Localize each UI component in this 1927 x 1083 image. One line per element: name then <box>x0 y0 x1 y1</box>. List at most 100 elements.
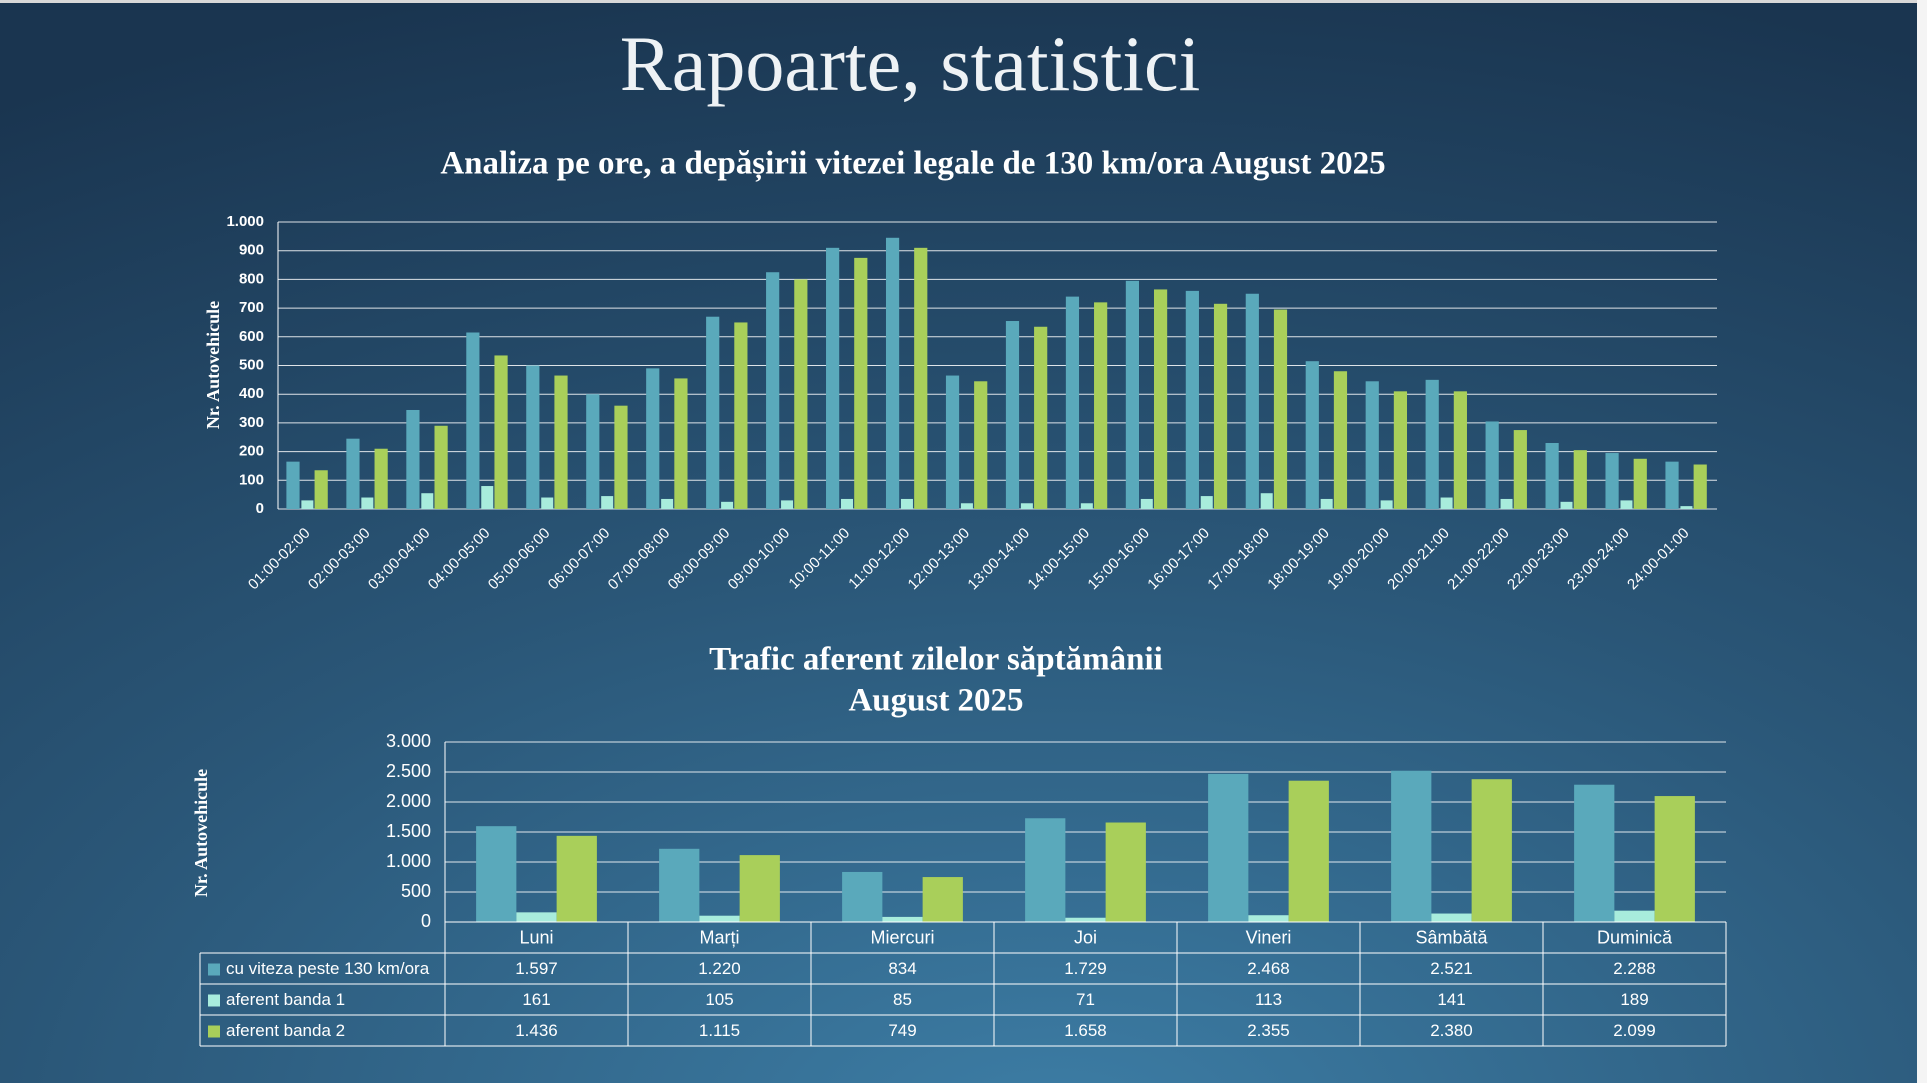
y-axis-label: Nr. Autovehicule <box>191 769 211 897</box>
bar <box>1305 361 1319 509</box>
bar <box>1654 796 1695 922</box>
y-tick-label: 100 <box>239 471 264 488</box>
bar <box>1500 498 1513 509</box>
data-label: 1.220 <box>698 959 741 978</box>
data-label: 2.521 <box>1430 959 1473 978</box>
bar <box>516 912 557 922</box>
bar <box>699 915 740 922</box>
data-label: 1.436 <box>515 1021 558 1040</box>
x-tick-label: Luni <box>519 927 553 947</box>
y-tick-label: 1.500 <box>386 821 431 841</box>
bar <box>885 237 900 509</box>
y-tick-label: 400 <box>239 385 264 402</box>
bar <box>1213 303 1228 509</box>
legend-swatch <box>208 1025 220 1038</box>
data-label: 749 <box>888 1021 916 1040</box>
data-label: 834 <box>888 959 916 978</box>
y-tick-label: 1.000 <box>386 851 431 871</box>
bar <box>434 425 448 509</box>
chart-title: Trafic aferent zilelor săptămânii <box>709 642 1163 678</box>
bar <box>556 835 597 922</box>
bar <box>1693 464 1707 509</box>
bar <box>481 486 494 509</box>
y-tick-label: 800 <box>239 270 264 287</box>
bar <box>286 461 300 509</box>
bar <box>314 470 328 509</box>
bar <box>1185 290 1199 509</box>
bar <box>1485 421 1499 509</box>
bar <box>1545 442 1559 509</box>
top-border <box>0 0 1927 3</box>
bar <box>406 409 420 509</box>
data-label: 1.729 <box>1064 959 1107 978</box>
bar <box>1025 818 1066 922</box>
data-label: 189 <box>1620 990 1648 1009</box>
bar <box>1260 493 1273 509</box>
x-tick-label: Sâmbătă <box>1415 927 1488 947</box>
bar <box>766 272 780 509</box>
bar <box>541 497 554 509</box>
data-label: 2.099 <box>1613 1021 1656 1040</box>
data-label: 141 <box>1437 990 1465 1009</box>
bar <box>781 500 794 509</box>
bar <box>1425 379 1439 509</box>
bar <box>601 496 614 509</box>
bar <box>361 497 374 509</box>
bar <box>646 368 660 509</box>
bar <box>1665 461 1679 509</box>
page-title: Rapoarte, statistici <box>620 20 1201 107</box>
bar <box>974 381 988 509</box>
bar <box>1620 500 1633 509</box>
data-label: 85 <box>893 990 912 1009</box>
bar <box>1245 293 1259 509</box>
legend-swatch <box>208 963 220 976</box>
y-tick-label: 700 <box>239 299 264 316</box>
x-tick-label: Vineri <box>1246 927 1292 947</box>
bar <box>661 498 674 509</box>
bar <box>1248 915 1289 922</box>
y-tick-label: 1.000 <box>226 213 264 230</box>
bar <box>1431 913 1472 922</box>
bar <box>1573 450 1587 509</box>
bar <box>1034 326 1048 509</box>
y-tick-label: 500 <box>401 881 431 901</box>
bar <box>1094 302 1108 509</box>
bar <box>1020 503 1033 509</box>
y-tick-label: 0 <box>421 911 431 931</box>
bar <box>1440 497 1453 509</box>
y-tick-label: 2.500 <box>386 761 431 781</box>
bar <box>301 500 314 509</box>
bar <box>739 855 780 922</box>
bar <box>706 316 720 509</box>
bar <box>421 493 434 509</box>
data-label: 2.468 <box>1247 959 1290 978</box>
bar <box>1080 503 1093 509</box>
y-axis-label: Nr. Autovehicule <box>203 301 223 429</box>
bar <box>842 871 883 922</box>
bar <box>1005 321 1020 509</box>
bar <box>900 498 913 509</box>
bar <box>734 322 748 509</box>
bar <box>659 848 700 922</box>
bar <box>841 498 854 509</box>
bar <box>494 355 508 509</box>
bar <box>1065 296 1080 509</box>
data-label: 105 <box>705 990 733 1009</box>
y-tick-label: 200 <box>239 443 264 460</box>
y-tick-label: 0 <box>256 500 264 517</box>
chart-title: August 2025 <box>848 683 1023 719</box>
data-label: 1.115 <box>699 1021 740 1040</box>
bar <box>1200 496 1213 509</box>
bar <box>1273 309 1288 509</box>
data-label: 2.380 <box>1430 1021 1473 1040</box>
bar <box>466 332 480 509</box>
x-tick-label: Joi <box>1074 927 1097 947</box>
bar <box>1393 391 1408 509</box>
bar <box>1065 917 1106 922</box>
legend-label: cu viteza peste 130 km/ora <box>226 959 430 978</box>
bar <box>1140 498 1153 509</box>
bar <box>960 503 973 509</box>
bar <box>1380 500 1393 509</box>
